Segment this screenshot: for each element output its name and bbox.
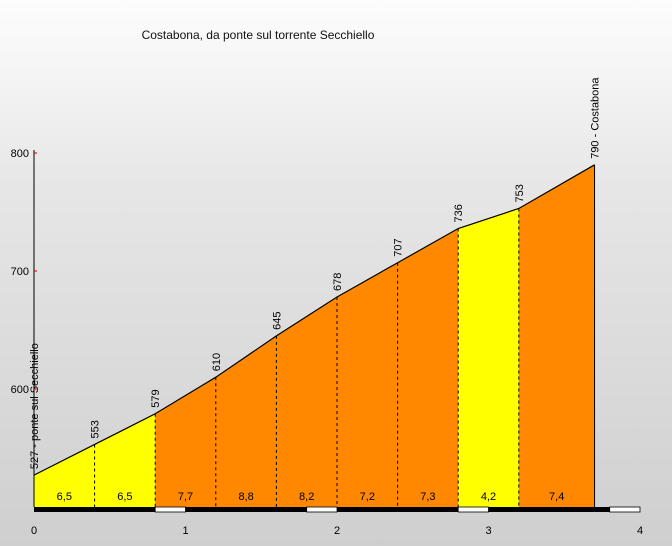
x-axis-tick-label: 3 bbox=[485, 525, 491, 537]
profile-segment bbox=[458, 208, 519, 507]
x-axis-bar-dark bbox=[488, 507, 610, 512]
x-axis-tick-label: 2 bbox=[334, 525, 340, 537]
gradient-label: 7,4 bbox=[549, 491, 564, 503]
y-axis-tick-label: 600 bbox=[11, 384, 29, 396]
x-axis-bar-light bbox=[306, 506, 338, 513]
x-axis-tick-label: 4 bbox=[637, 525, 643, 537]
elevation-label: 790 - Costabona bbox=[590, 77, 602, 159]
gradient-label: 8,8 bbox=[238, 491, 253, 503]
x-axis-bar-dark bbox=[337, 507, 459, 512]
elevation-label: 610 bbox=[211, 353, 223, 371]
x-axis-bar-light bbox=[154, 506, 186, 513]
profile-segment bbox=[518, 164, 595, 508]
profile-segment bbox=[337, 262, 398, 507]
elevation-label: 579 bbox=[150, 389, 162, 407]
gradient-label: 4,2 bbox=[481, 491, 496, 503]
x-axis-bar-light bbox=[457, 506, 489, 513]
profile-segment bbox=[397, 228, 459, 507]
gradient-label: 6,5 bbox=[117, 491, 132, 503]
elevation-label: 527 - ponte sul Secchiello bbox=[29, 343, 41, 469]
gradient-label: 7,2 bbox=[360, 491, 375, 503]
profile-segment bbox=[215, 335, 277, 507]
gradient-label: 6,5 bbox=[57, 491, 72, 503]
elevation-label: 553 bbox=[90, 420, 102, 438]
gradient-label: 7,7 bbox=[178, 491, 193, 503]
x-axis-tick-label: 0 bbox=[31, 525, 37, 537]
profile-segment bbox=[276, 296, 337, 507]
gradient-label: 8,2 bbox=[299, 491, 314, 503]
y-axis-tick-label: 800 bbox=[11, 148, 29, 160]
elevation-label: 707 bbox=[393, 238, 405, 256]
elevation-label: 753 bbox=[514, 184, 526, 202]
x-axis-tick-label: 1 bbox=[182, 525, 188, 537]
y-axis-tick-label: 700 bbox=[11, 266, 29, 278]
elevation-label: 736 bbox=[453, 204, 465, 222]
profile-line bbox=[33, 164, 595, 476]
elevation-label: 678 bbox=[332, 273, 344, 291]
x-axis-bar-light bbox=[609, 506, 641, 513]
x-axis-bar-dark bbox=[34, 507, 156, 512]
gradient-label: 7,3 bbox=[420, 491, 435, 503]
profile-segment bbox=[155, 377, 216, 507]
elevation-label: 645 bbox=[271, 312, 283, 330]
x-axis-bar-dark bbox=[185, 507, 307, 512]
profile-segment bbox=[34, 444, 95, 507]
chart-title: Costabona, da ponte sul torrente Secchie… bbox=[141, 28, 375, 42]
